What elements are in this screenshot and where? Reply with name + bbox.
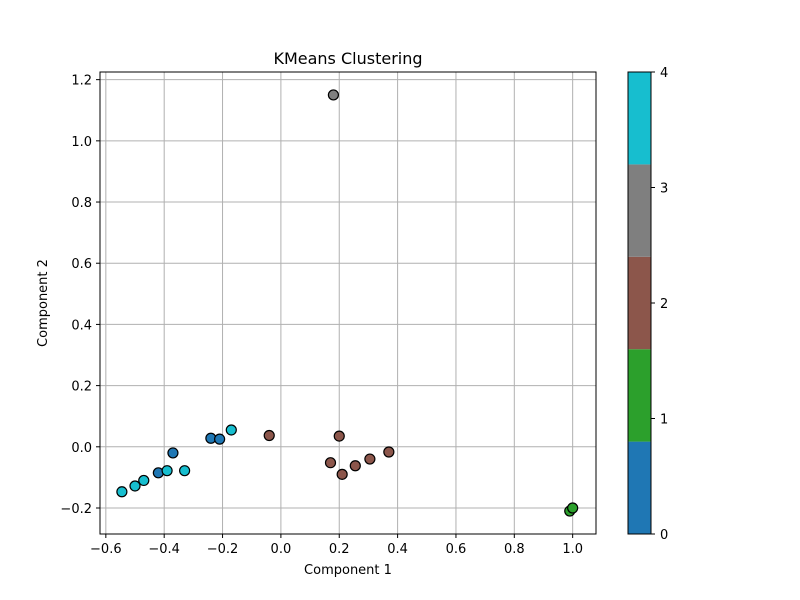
y-tick-label: 0.2 bbox=[71, 380, 92, 395]
colorbar-segment bbox=[628, 164, 651, 257]
plot-area-frame bbox=[99, 71, 597, 535]
scatter-point bbox=[327, 89, 340, 101]
x-tick-label: 0.8 bbox=[504, 542, 525, 557]
x-tick-label: 0.6 bbox=[446, 542, 467, 557]
y-tick-label: 1.0 bbox=[71, 135, 92, 150]
grid-lines bbox=[100, 72, 596, 534]
scatter-point bbox=[263, 429, 275, 442]
scatter-point bbox=[129, 480, 141, 492]
scatter-point bbox=[567, 502, 579, 514]
colorbar: 0 1 2 3 4 bbox=[627, 66, 668, 543]
y-tick-label: 1.2 bbox=[71, 74, 92, 89]
colorbar-segment bbox=[628, 349, 651, 442]
y-tick-label: 0.0 bbox=[71, 441, 92, 456]
scatter-point bbox=[138, 474, 150, 487]
colorbar-segment bbox=[628, 256, 651, 350]
scatter-point bbox=[167, 447, 179, 459]
scatter-points bbox=[116, 89, 579, 517]
scatter-point bbox=[349, 460, 361, 472]
scatter-point bbox=[179, 465, 191, 477]
x-axis: −0.6 −0.4 −0.2 0.0 0.2 0.4 0.6 0.8 1.0 bbox=[90, 534, 583, 557]
chart-title: KMeans Clustering bbox=[273, 49, 422, 68]
x-tick-label: −0.6 bbox=[90, 542, 122, 557]
scatter-point bbox=[116, 486, 128, 498]
scatter-point bbox=[383, 446, 395, 458]
x-tick-label: 0.2 bbox=[329, 542, 350, 557]
scatter-point bbox=[336, 468, 348, 480]
scatter-point bbox=[161, 465, 173, 477]
y-tick-label: 0.4 bbox=[71, 318, 92, 333]
y-axis-label: Component 2 bbox=[36, 259, 51, 347]
y-tick-label: 0.6 bbox=[71, 257, 92, 272]
colorbar-tick-label: 2 bbox=[660, 297, 668, 312]
scatter-point bbox=[225, 424, 237, 436]
x-tick-label: 0.4 bbox=[387, 542, 408, 557]
scatter-point bbox=[333, 430, 345, 442]
y-tick-label: 0.8 bbox=[71, 196, 92, 211]
scatter-point bbox=[324, 457, 337, 469]
scatter-point bbox=[364, 453, 376, 465]
scatter-point bbox=[214, 433, 226, 445]
x-axis-label: Component 1 bbox=[304, 563, 392, 578]
x-tick-label: 0.0 bbox=[271, 542, 292, 557]
colorbar-tick-label: 1 bbox=[660, 413, 668, 428]
x-tick-label: −0.2 bbox=[207, 542, 239, 557]
colorbar-tick-label: 4 bbox=[660, 66, 668, 81]
colorbar-tick-label: 0 bbox=[660, 528, 668, 543]
x-tick-label: 1.0 bbox=[562, 542, 583, 557]
colorbar-tick-label: 3 bbox=[660, 182, 668, 197]
colorbar-segment bbox=[628, 441, 651, 534]
y-tick-label: −0.2 bbox=[60, 502, 92, 517]
y-axis: −0.2 0.0 0.2 0.4 0.6 0.8 1.0 1.2 bbox=[60, 74, 100, 517]
colorbar-segment bbox=[628, 72, 651, 165]
x-tick-label: −0.4 bbox=[148, 542, 180, 557]
